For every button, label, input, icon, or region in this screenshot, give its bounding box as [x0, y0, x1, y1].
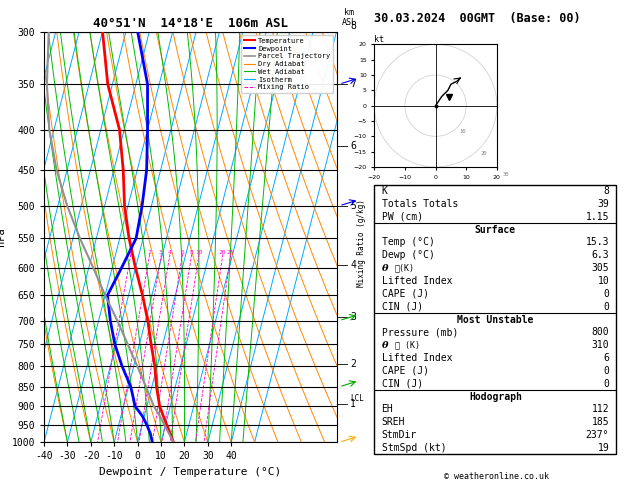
Text: Temp (°C): Temp (°C): [382, 238, 435, 247]
Text: CAPE (J): CAPE (J): [382, 366, 428, 376]
Legend: Temperature, Dewpoint, Parcel Trajectory, Dry Adiabat, Wet Adiabat, Isotherm, Mi: Temperature, Dewpoint, Parcel Trajectory…: [242, 35, 333, 93]
Text: 237°: 237°: [586, 430, 609, 440]
Text: PW (cm): PW (cm): [382, 212, 423, 222]
Text: 2: 2: [350, 359, 356, 369]
Text: Surface: Surface: [475, 225, 516, 235]
Text: CIN (J): CIN (J): [382, 302, 423, 312]
Text: 185: 185: [591, 417, 609, 427]
Text: 1.15: 1.15: [586, 212, 609, 222]
Text: 20: 20: [481, 151, 487, 156]
Text: 4: 4: [350, 260, 356, 270]
Text: Mixing Ratio (g/kg): Mixing Ratio (g/kg): [357, 199, 365, 287]
Text: 30: 30: [502, 172, 509, 177]
Text: ᴇ (K): ᴇ (K): [395, 341, 420, 350]
Text: 3: 3: [159, 250, 163, 256]
Text: 800: 800: [591, 328, 609, 337]
Text: 6.3: 6.3: [591, 250, 609, 260]
Text: 3: 3: [350, 312, 356, 322]
Text: 6: 6: [350, 141, 356, 151]
Text: 0: 0: [603, 302, 609, 312]
Text: 0: 0: [603, 379, 609, 389]
Text: 20: 20: [219, 250, 226, 256]
Text: 8: 8: [603, 186, 609, 196]
Text: Lifted Index: Lifted Index: [382, 353, 452, 363]
Text: LCL: LCL: [350, 394, 364, 403]
Text: 30.03.2024  00GMT  (Base: 00): 30.03.2024 00GMT (Base: 00): [374, 12, 581, 25]
Text: ᴇ(K): ᴇ(K): [395, 264, 415, 273]
Text: Pressure (mb): Pressure (mb): [382, 328, 458, 337]
Text: 10: 10: [459, 129, 465, 134]
Text: 7: 7: [350, 79, 356, 89]
Text: 1: 1: [350, 399, 356, 409]
Text: km
ASL: km ASL: [342, 8, 357, 28]
Y-axis label: hPa: hPa: [0, 227, 6, 246]
Text: θ: θ: [382, 264, 388, 273]
Text: StmSpd (kt): StmSpd (kt): [382, 443, 446, 453]
Text: Dewp (°C): Dewp (°C): [382, 250, 435, 260]
Text: θ: θ: [382, 341, 388, 350]
Text: 10: 10: [195, 250, 203, 256]
Text: K: K: [382, 186, 387, 196]
Text: 1: 1: [128, 250, 132, 256]
Text: 19: 19: [598, 443, 609, 453]
Text: kt: kt: [374, 35, 384, 44]
Text: StmDir: StmDir: [382, 430, 417, 440]
Text: 15.3: 15.3: [586, 238, 609, 247]
Text: Hodograph: Hodograph: [469, 392, 522, 401]
Text: SREH: SREH: [382, 417, 405, 427]
Text: 10: 10: [598, 276, 609, 286]
Text: 8: 8: [350, 21, 356, 31]
Text: 8: 8: [189, 250, 193, 256]
Text: 2: 2: [147, 250, 151, 256]
Text: 6: 6: [603, 353, 609, 363]
Title: 40°51'N  14°18'E  106m ASL: 40°51'N 14°18'E 106m ASL: [92, 17, 288, 31]
Text: 4: 4: [168, 250, 172, 256]
Text: 25: 25: [226, 250, 234, 256]
Text: Most Unstable: Most Unstable: [457, 314, 533, 325]
Text: Lifted Index: Lifted Index: [382, 276, 452, 286]
Text: Totals Totals: Totals Totals: [382, 199, 458, 209]
Text: CIN (J): CIN (J): [382, 379, 423, 389]
Text: 0: 0: [603, 366, 609, 376]
Text: 0: 0: [603, 289, 609, 299]
Text: 6: 6: [181, 250, 184, 256]
X-axis label: Dewpoint / Temperature (°C): Dewpoint / Temperature (°C): [99, 467, 281, 477]
Text: CAPE (J): CAPE (J): [382, 289, 428, 299]
Text: © weatheronline.co.uk: © weatheronline.co.uk: [445, 472, 549, 481]
Text: 112: 112: [591, 404, 609, 415]
Text: 39: 39: [598, 199, 609, 209]
Text: EH: EH: [382, 404, 393, 415]
Text: 305: 305: [591, 263, 609, 273]
Text: 5: 5: [350, 201, 356, 211]
Text: 310: 310: [591, 340, 609, 350]
